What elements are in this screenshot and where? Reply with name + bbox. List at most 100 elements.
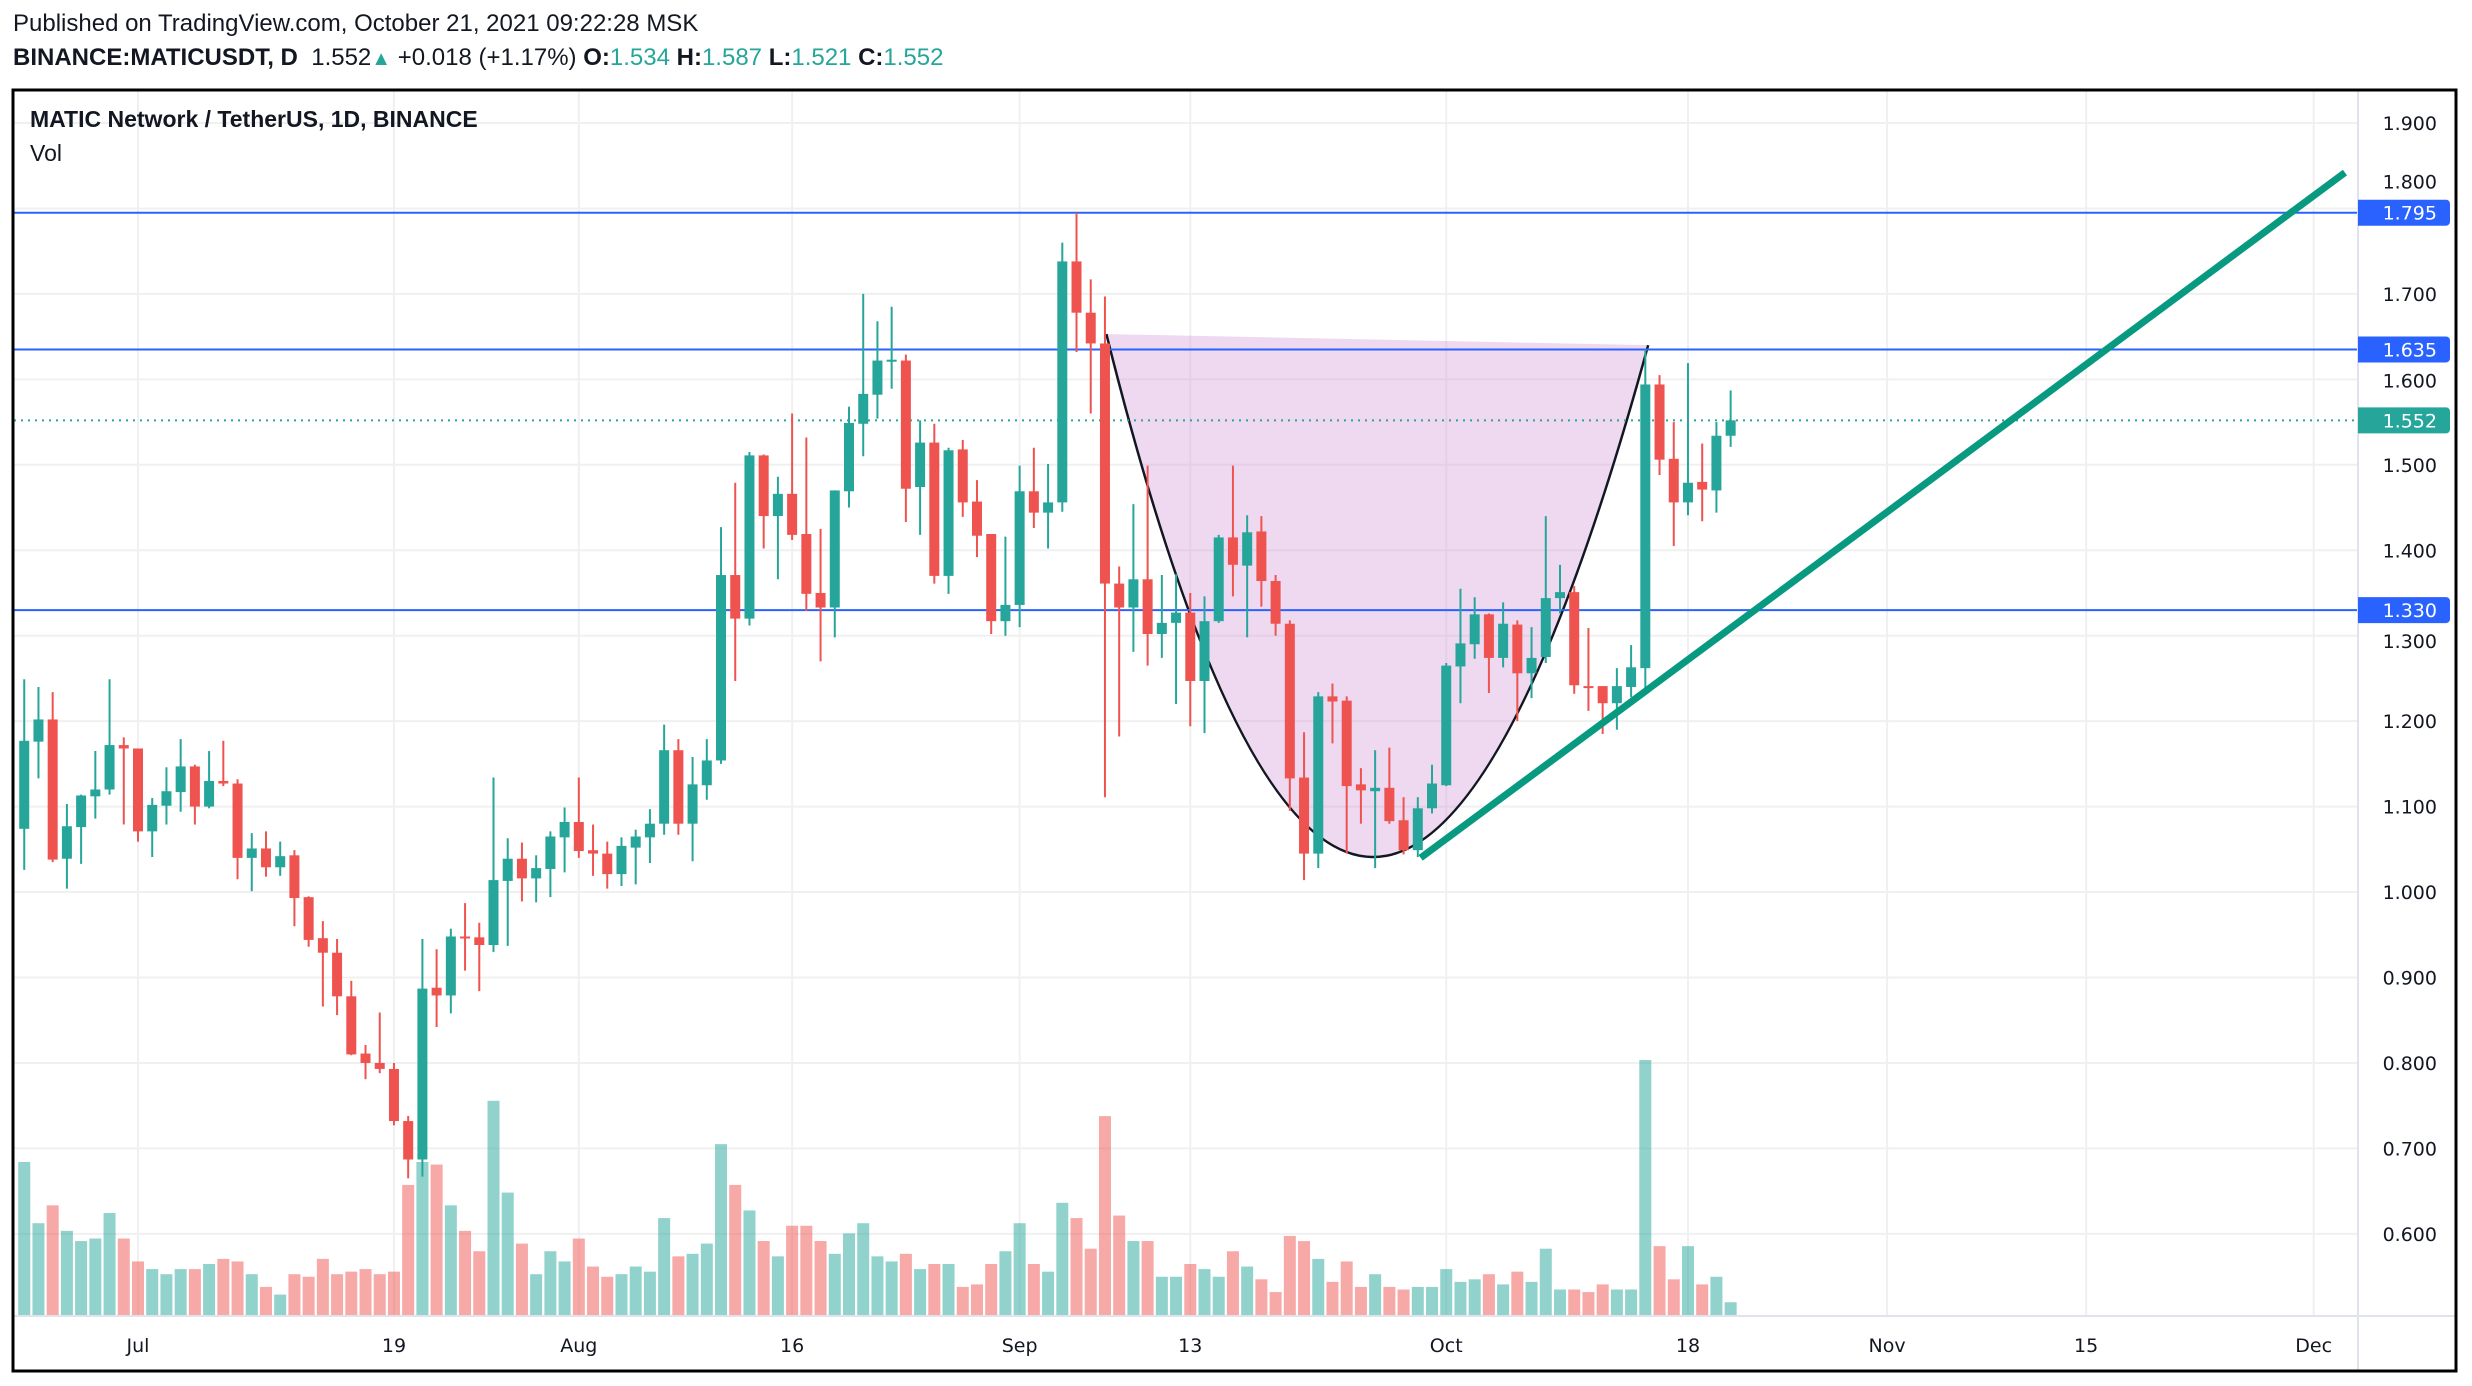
volume-bar <box>743 1210 756 1315</box>
candle-body <box>47 719 58 860</box>
horizontal-levels[interactable] <box>14 211 2358 612</box>
price-axis[interactable]: 1.900 1.800 1.700 1.600 1.500 1.400 1.300 1.200… <box>2383 113 2437 1246</box>
volume-bar <box>1497 1284 1510 1315</box>
candle-body <box>1071 261 1082 313</box>
candle-body <box>474 937 485 946</box>
volume-bar <box>373 1274 386 1315</box>
volume-bar <box>1482 1274 1495 1315</box>
volume-bar <box>672 1256 685 1315</box>
candle-body <box>1099 343 1110 584</box>
candle-body <box>1498 623 1509 658</box>
candle-body <box>844 422 854 492</box>
published-text: Published on TradingView.com, October 21… <box>13 10 699 37</box>
candle-body <box>1185 612 1196 681</box>
last-price-label: 1.552 <box>2383 410 2437 432</box>
candle-body <box>1654 384 1665 460</box>
candle-body <box>502 858 513 881</box>
volume-bar <box>1170 1276 1183 1315</box>
candle-body <box>943 450 954 576</box>
volume-bar <box>60 1230 73 1315</box>
price-tick-label: 0.700 <box>2383 1138 2437 1160</box>
volume-bar <box>32 1223 45 1315</box>
volume-bar <box>331 1274 344 1315</box>
candle-body <box>1128 579 1139 608</box>
candle-body <box>772 493 783 517</box>
price-tick-label: 1.900 <box>2383 113 2437 135</box>
volume-bar <box>757 1241 770 1315</box>
volume-bar <box>1269 1292 1282 1315</box>
candle-body <box>915 442 926 488</box>
candle-body <box>1114 583 1125 608</box>
volume-bar <box>572 1238 585 1315</box>
price-tick-label: 1.200 <box>2383 711 2437 733</box>
candle-body <box>872 360 883 395</box>
candle-body <box>1384 787 1395 822</box>
candle-body <box>1313 696 1324 854</box>
price-tick-label: 1.300 <box>2383 631 2437 653</box>
candle-body <box>616 845 627 875</box>
time-tick-label: 13 <box>1178 1335 1202 1357</box>
chart-frame <box>11 88 2458 1373</box>
candle-body <box>886 359 897 362</box>
volume-bar <box>188 1269 201 1315</box>
volume-bar <box>1184 1264 1197 1315</box>
level-price-tag <box>2358 199 2450 226</box>
candle-body <box>1028 491 1039 513</box>
candle-body <box>388 1068 399 1122</box>
volume-bar <box>245 1274 258 1315</box>
volume-bar <box>658 1218 671 1315</box>
volume-bar <box>46 1205 59 1315</box>
candle-body <box>1441 665 1452 786</box>
volume-bar <box>1198 1269 1211 1315</box>
candle-body <box>431 987 442 996</box>
volume-bar <box>1312 1258 1325 1315</box>
volume-bar <box>1440 1269 1453 1315</box>
volume-bar <box>715 1144 728 1315</box>
candle-body <box>630 836 641 848</box>
plot-area[interactable] <box>14 169 2358 1315</box>
volume-bar <box>786 1225 799 1315</box>
level-price-label: 1.330 <box>2383 600 2437 622</box>
volume-bar <box>1340 1261 1353 1315</box>
candle-body <box>19 740 30 829</box>
candle-body <box>1640 384 1651 669</box>
time-tick-label: Sep <box>1002 1335 1038 1357</box>
price-tick-label: 1.100 <box>2383 797 2437 819</box>
price-tick-label: 0.900 <box>2383 968 2437 990</box>
volume-bar <box>914 1269 927 1315</box>
candle-body <box>488 880 499 946</box>
volume-bar <box>1056 1202 1069 1315</box>
candle-body <box>744 455 755 619</box>
candle-body <box>218 780 229 784</box>
volume-bar <box>274 1294 287 1315</box>
trendline-drawing[interactable] <box>1418 169 2348 861</box>
candle-body <box>289 855 300 899</box>
open-value: 1.534 <box>609 44 670 71</box>
volume-bar <box>1653 1246 1666 1315</box>
volume-bar <box>1468 1279 1481 1315</box>
volume-bar <box>1226 1251 1239 1315</box>
volume-bar <box>316 1258 329 1315</box>
candle-body <box>1569 592 1580 686</box>
candle-body <box>275 856 286 868</box>
volume-bar <box>899 1253 912 1315</box>
price-tick-label: 1.600 <box>2383 370 2437 392</box>
cup-pattern-drawing[interactable] <box>1105 333 1650 859</box>
volume-bar <box>1283 1235 1296 1315</box>
symbol-name: BINANCE:MATICUSDT, D <box>13 44 298 71</box>
candle-body <box>133 748 143 832</box>
volume-bar <box>1696 1284 1709 1315</box>
volume-bar <box>174 1269 187 1315</box>
volume-bar <box>1042 1271 1055 1315</box>
candle-body <box>1540 598 1551 658</box>
time-axis[interactable]: Jul 19 Aug 16 Sep 13 Oct 18 Nov 15 Dec <box>126 1335 2333 1357</box>
volume-bar <box>515 1243 528 1315</box>
candle-body <box>1355 784 1366 791</box>
volume-bar <box>231 1261 244 1315</box>
candle-body <box>929 442 940 576</box>
candle-body <box>858 393 869 424</box>
volume-bar <box>1141 1241 1154 1315</box>
volume-bar <box>1255 1279 1268 1315</box>
candle-body <box>730 575 741 619</box>
